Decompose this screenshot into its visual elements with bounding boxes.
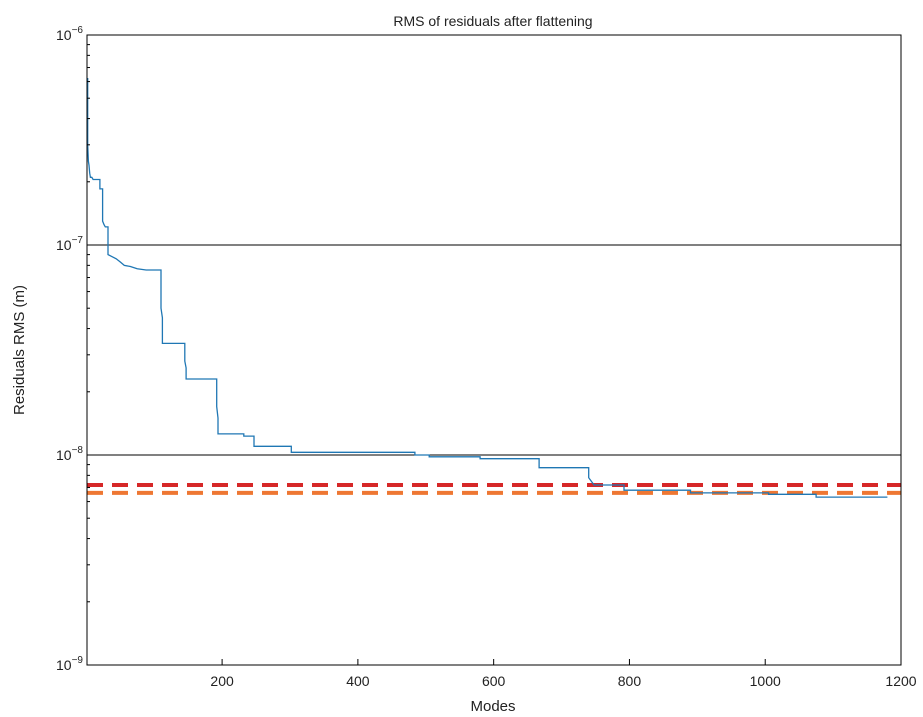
reference-lines	[87, 482, 901, 495]
x-axis-ticks: 200 400 600 800 1000 1200	[210, 659, 917, 689]
series-line-1	[87, 77, 888, 498]
x-tick-label: 200	[210, 673, 234, 689]
series-layer	[87, 77, 888, 498]
x-tick-label: 800	[618, 673, 642, 689]
y-axis-label: Residuals RMS (m)	[11, 285, 28, 415]
y-axis-ticks: 10−9 10−8 10−7 10−6	[56, 25, 93, 673]
plot-frame	[86, 34, 902, 666]
y-tick-label: 10−9	[56, 655, 83, 673]
y-tick-label: 10−6	[56, 25, 83, 43]
x-tick-label: 1000	[750, 673, 781, 689]
x-tick-label: 600	[482, 673, 506, 689]
y-tick-label: 10−8	[56, 445, 83, 463]
x-tick-label: 1200	[885, 673, 916, 689]
y-tick-label: 10−7	[56, 235, 83, 253]
x-axis-label: Modes	[470, 698, 515, 715]
chart-title: RMS of residuals after flattening	[393, 13, 592, 29]
grid-lines	[87, 244, 901, 456]
x-tick-label: 400	[346, 673, 370, 689]
